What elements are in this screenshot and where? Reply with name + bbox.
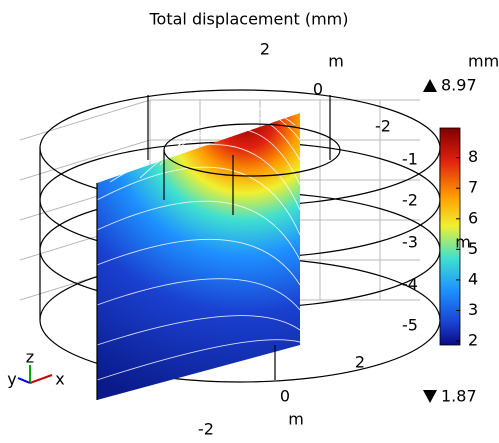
x-axis-tick-label: 2 xyxy=(355,353,365,372)
y-axis-tick-label: 0 xyxy=(313,80,323,99)
colorbar-tick-label: 4 xyxy=(468,269,478,288)
colorbar-tick-label: 6 xyxy=(468,208,478,227)
x-axis-tick-label: -2 xyxy=(198,420,214,439)
colorbar-tick-label: 7 xyxy=(468,178,478,197)
colorbar-tick-label: 5 xyxy=(468,239,478,258)
chart-title: Total displacement (mm) xyxy=(148,10,348,29)
z-axis-tick-label: -2 xyxy=(402,191,418,210)
colorbar-tick-label: 3 xyxy=(468,300,478,319)
y-axis-tick-label: 2 xyxy=(260,40,270,59)
inner-geometry xyxy=(96,123,341,400)
triad-label: y xyxy=(7,370,16,389)
z-axis-tick-label: -4 xyxy=(402,275,418,294)
z-axis-label: m xyxy=(455,233,471,252)
y-axis-tick-label: -2 xyxy=(375,117,391,136)
z-axis-tick-label: -3 xyxy=(402,233,418,252)
z-axis-tick-label: -1 xyxy=(402,150,418,169)
triad-label: x xyxy=(55,370,64,389)
colorbar xyxy=(439,127,461,346)
triad-label: z xyxy=(26,348,34,367)
z-axis-tick-label: -5 xyxy=(402,316,418,335)
surface xyxy=(97,113,300,400)
max-marker xyxy=(423,79,437,92)
x-axis-tick-label: 0 xyxy=(280,387,290,406)
max-label: 8.97 xyxy=(441,76,477,95)
colorbar-tick-label: 2 xyxy=(468,331,478,350)
min-marker xyxy=(423,390,437,403)
colorbar-tick-label: 8 xyxy=(468,147,478,166)
triad xyxy=(17,365,53,384)
x-axis-label: m xyxy=(288,410,304,429)
min-label: 1.87 xyxy=(441,387,477,406)
colorbar-unit: mm xyxy=(468,52,499,71)
y-axis-label: m xyxy=(328,52,344,71)
